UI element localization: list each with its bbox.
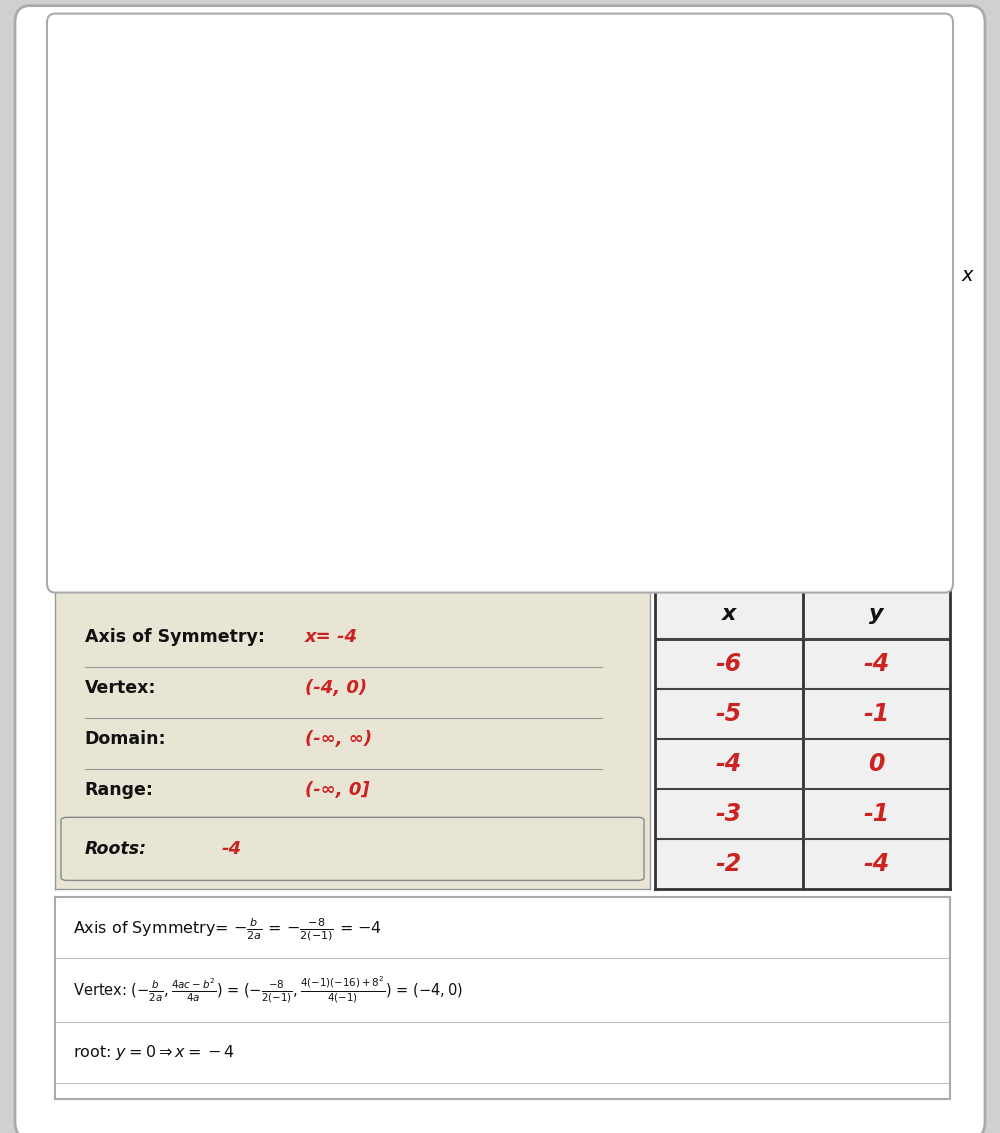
Text: 10: 10 <box>840 295 852 304</box>
Text: Axis of Symmetry:: Axis of Symmetry: <box>85 628 265 646</box>
Point <box>309 409 325 427</box>
Text: 9: 9 <box>810 295 816 304</box>
Text: -1: -1 <box>499 315 508 324</box>
Text: root: $y=0 \Rightarrow x= -4$: root: $y=0 \Rightarrow x= -4$ <box>73 1043 235 1062</box>
Text: 0: 0 <box>868 752 885 776</box>
Text: 6: 6 <box>503 85 508 94</box>
Text: 7: 7 <box>744 295 749 304</box>
Text: 11: 11 <box>873 295 885 304</box>
Text: Vertex:: Vertex: <box>85 680 156 697</box>
Text: 12: 12 <box>906 295 918 304</box>
Text: Range:: Range: <box>85 782 154 799</box>
Text: 4: 4 <box>503 151 508 160</box>
Text: -2: -2 <box>716 852 742 877</box>
Text: -10: -10 <box>177 295 192 304</box>
Text: Roots:: Roots: <box>85 840 147 858</box>
Text: -12: -12 <box>111 295 125 304</box>
Text: -6: -6 <box>312 295 321 304</box>
Text: 3: 3 <box>503 184 508 193</box>
Point <box>408 310 424 329</box>
Text: -1: -1 <box>477 295 486 304</box>
Text: 4: 4 <box>644 295 650 304</box>
Text: 5: 5 <box>503 118 508 127</box>
Text: x= -4: x= -4 <box>305 628 358 646</box>
FancyBboxPatch shape <box>61 817 644 880</box>
Text: Axis of Symmetry= $-\frac{b}{2a}$ = $-\frac{-8}{2(-1)}$ = $-4$: Axis of Symmetry= $-\frac{b}{2a}$ = $-\f… <box>73 917 382 943</box>
Text: 2: 2 <box>503 216 508 225</box>
Text: -9: -9 <box>213 295 222 304</box>
Text: -5: -5 <box>716 702 742 726</box>
Text: -4: -4 <box>378 295 387 304</box>
Text: -8: -8 <box>246 295 255 304</box>
Text: y: y <box>523 18 535 37</box>
Text: -1: -1 <box>863 802 889 826</box>
Text: x: x <box>962 265 973 284</box>
Text: -2: -2 <box>444 295 453 304</box>
Text: -5: -5 <box>499 446 508 455</box>
Text: 2: 2 <box>578 295 584 304</box>
Text: y: y <box>869 604 884 624</box>
Text: (-∞, ∞): (-∞, ∞) <box>305 731 372 748</box>
Text: 3: 3 <box>82 295 88 304</box>
Point <box>375 278 391 296</box>
Text: -2: -2 <box>500 348 508 357</box>
Text: -4: -4 <box>863 852 889 877</box>
Text: -7: -7 <box>499 512 508 521</box>
Text: (-∞, 0]: (-∞, 0] <box>305 782 370 799</box>
Text: 1: 1 <box>545 295 551 304</box>
Text: (-4, 0): (-4, 0) <box>305 680 367 697</box>
Point <box>441 409 457 427</box>
Point <box>342 310 358 329</box>
Text: Vertex: $(-\frac{b}{2a}, \frac{4ac-b^2}{4a})$ = $(-\frac{-8}{2(-1)}, \frac{4(-1): Vertex: $(-\frac{b}{2a}, \frac{4ac-b^2}{… <box>73 976 463 1005</box>
Text: Domain:: Domain: <box>85 731 166 748</box>
Text: -4: -4 <box>716 752 742 776</box>
Text: -3: -3 <box>411 295 420 304</box>
Text: x: x <box>722 604 736 624</box>
Text: 3: 3 <box>611 295 617 304</box>
Text: 7: 7 <box>503 52 508 61</box>
Text: 5: 5 <box>678 295 683 304</box>
Text: -5: -5 <box>345 295 354 304</box>
Text: -4: -4 <box>863 653 889 676</box>
Text: -3: -3 <box>716 802 742 826</box>
Text: -1: -1 <box>863 702 889 726</box>
Text: 1: 1 <box>503 249 508 258</box>
Text: 6: 6 <box>711 295 716 304</box>
Text: -6: -6 <box>716 653 742 676</box>
Text: -6: -6 <box>499 479 508 488</box>
Text: 8: 8 <box>777 295 782 304</box>
Text: -7: -7 <box>279 295 288 304</box>
Text: -3: -3 <box>499 381 508 390</box>
Text: -4: -4 <box>222 840 242 858</box>
Text: -11: -11 <box>144 295 159 304</box>
Text: -4: -4 <box>500 414 508 423</box>
